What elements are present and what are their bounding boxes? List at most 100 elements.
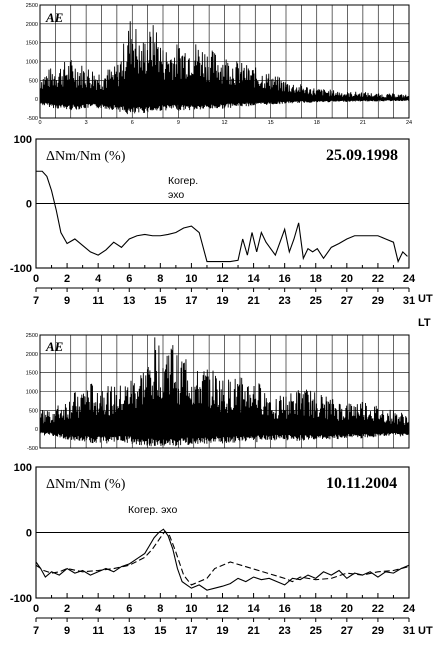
ae-title-2: AE bbox=[45, 339, 64, 354]
ae-xtick-label: 18 bbox=[314, 120, 320, 126]
ae-ytick-label: 1000 bbox=[26, 390, 38, 396]
dnm-ut-tick-label: 6 bbox=[126, 273, 132, 285]
coherent-echo-label-2: Когер. эхо bbox=[128, 504, 177, 516]
dnm-ytick-label: 100 bbox=[14, 134, 32, 146]
dnm-ut-tick-label: 18 bbox=[310, 273, 322, 285]
dnm-ut-tick-label: 4 bbox=[95, 603, 102, 615]
dnm-lt-tick-label: 15 bbox=[154, 295, 166, 307]
dnm-ytick-label: -100 bbox=[10, 593, 32, 605]
dnm-series-line bbox=[35, 528, 410, 591]
dnm-lt-tick-label: 27 bbox=[341, 295, 353, 307]
ae-ytick-label: 1000 bbox=[26, 60, 38, 66]
dnm-ut-tick-label: 8 bbox=[157, 273, 163, 285]
dnm-lt-tick-label: 7 bbox=[33, 625, 39, 637]
dnm-lt-tick-label: 15 bbox=[154, 625, 166, 637]
dnm-ut-tick-label: 14 bbox=[247, 603, 260, 615]
dnm-lt-tick-label: 9 bbox=[64, 625, 70, 637]
ae-ytick-label: 2500 bbox=[26, 3, 38, 9]
date-label-1: 25.09.1998 bbox=[326, 147, 398, 164]
dnm-lt-tick-label: 11 bbox=[92, 295, 104, 307]
ae-ytick-label: 500 bbox=[29, 408, 38, 414]
dnm-ut-tick-label: 12 bbox=[216, 273, 228, 285]
dnm-ut-tick-label: 20 bbox=[341, 273, 353, 285]
coherent-echo-label-1b: эхо bbox=[168, 189, 184, 201]
dnm-lt-tick-label: 31 bbox=[403, 625, 415, 637]
dnm-ut-tick-label: 14 bbox=[247, 273, 260, 285]
dnm-ut-tick-label: 16 bbox=[279, 273, 291, 285]
dnm-ut-tick-label: 4 bbox=[95, 273, 102, 285]
dnm-lt-tick-label: 19 bbox=[216, 295, 228, 307]
dnm-ut-tick-label: 12 bbox=[216, 603, 228, 615]
ut-label-1: UT bbox=[418, 293, 433, 305]
ae-ytick-label: 0 bbox=[35, 97, 38, 103]
ae-xtick-label: 24 bbox=[406, 120, 412, 126]
dnm-ut-tick-label: 16 bbox=[279, 603, 291, 615]
ae-title-1: AE bbox=[45, 10, 64, 25]
dnm-lt-tick-label: 25 bbox=[310, 295, 322, 307]
ae-xtick-label: 6 bbox=[131, 120, 134, 126]
ae-series-line bbox=[39, 21, 410, 115]
ae-ytick-label: 2500 bbox=[26, 333, 38, 339]
dnm-ytick-label: 100 bbox=[14, 462, 32, 474]
dnm-ut-tick-label: 6 bbox=[126, 603, 132, 615]
ae-frame bbox=[39, 4, 410, 119]
dnm-ut-tick-label: 8 bbox=[157, 603, 163, 615]
dnm-title-1: ΔNm/Nm (%) bbox=[46, 149, 126, 164]
dnm-lt-tick-label: 21 bbox=[247, 625, 259, 637]
dnm-lt-tick-label: 11 bbox=[92, 625, 104, 637]
dnm-ut-tick-label: 2 bbox=[64, 273, 70, 285]
dnm-lt-tick-label: 7 bbox=[33, 295, 39, 307]
dnm-ut-tick-label: 2 bbox=[64, 603, 70, 615]
ae-series-line bbox=[39, 337, 410, 447]
ae-ytick-label: 2000 bbox=[26, 22, 38, 28]
ae-xtick-label: 3 bbox=[85, 120, 88, 126]
dnm-lt-tick-label: 13 bbox=[123, 625, 135, 637]
dnm-lt-tick-label: 17 bbox=[185, 625, 197, 637]
dnm-lt-tick-label: 21 bbox=[247, 295, 259, 307]
dnm-lt-tick-label: 27 bbox=[341, 625, 353, 637]
ae-xtick-label: 15 bbox=[268, 120, 274, 126]
dnm-series-dashed bbox=[35, 530, 410, 586]
dnm-ut-tick-label: 10 bbox=[185, 273, 197, 285]
ae-ytick-label: 0 bbox=[35, 427, 38, 433]
dnm-ytick-label: 0 bbox=[26, 199, 32, 211]
ut-label-2: UT bbox=[418, 625, 433, 637]
ae-ytick-label: -500 bbox=[27, 446, 38, 452]
dnm-lt-tick-label: 23 bbox=[279, 295, 291, 307]
lt-label-1: LT bbox=[418, 317, 431, 329]
coherent-echo-label-1a: Когер. bbox=[168, 175, 198, 187]
ae-ytick-label: 1500 bbox=[26, 371, 38, 377]
ae-ytick-label: 1500 bbox=[26, 41, 38, 47]
ae-xtick-label: 12 bbox=[221, 120, 227, 126]
dnm-ytick-label: -100 bbox=[10, 263, 32, 275]
dnm-lt-tick-label: 17 bbox=[185, 295, 197, 307]
dnm-lt-tick-label: 13 bbox=[123, 295, 135, 307]
dnm-ut-tick-label: 24 bbox=[403, 273, 416, 285]
ae-ytick-label: 2000 bbox=[26, 352, 38, 358]
dnm-lt-tick-label: 29 bbox=[372, 625, 384, 637]
ae-xtick-label: 0 bbox=[38, 120, 41, 126]
dnm-ut-tick-label: 10 bbox=[185, 603, 197, 615]
dnm-ut-tick-label: 24 bbox=[403, 603, 416, 615]
dnm-lt-tick-label: 31 bbox=[403, 295, 415, 307]
ae-xtick-label: 21 bbox=[360, 120, 366, 126]
ae-frame bbox=[39, 334, 410, 449]
ae-ytick-label: -500 bbox=[27, 116, 38, 122]
dnm-lt-tick-label: 25 bbox=[310, 625, 322, 637]
dnm-series-line bbox=[36, 170, 408, 264]
dnm-title-2: ΔNm/Nm (%) bbox=[46, 477, 126, 492]
dnm-ut-tick-label: 18 bbox=[310, 603, 322, 615]
dnm-ut-tick-label: 20 bbox=[341, 603, 353, 615]
ae-xtick-label: 9 bbox=[177, 120, 180, 126]
dnm-ut-tick-label: 22 bbox=[372, 603, 384, 615]
dnm-ut-tick-label: 0 bbox=[33, 273, 39, 285]
dnm-ut-tick-label: 0 bbox=[33, 603, 39, 615]
dnm-ytick-label: 0 bbox=[26, 528, 32, 540]
ae-ytick-label: 500 bbox=[29, 78, 38, 84]
dnm-lt-tick-label: 23 bbox=[279, 625, 291, 637]
dnm-lt-tick-label: 29 bbox=[372, 295, 384, 307]
dnm-lt-tick-label: 9 bbox=[64, 295, 70, 307]
date-label-2: 10.11.2004 bbox=[326, 475, 397, 492]
